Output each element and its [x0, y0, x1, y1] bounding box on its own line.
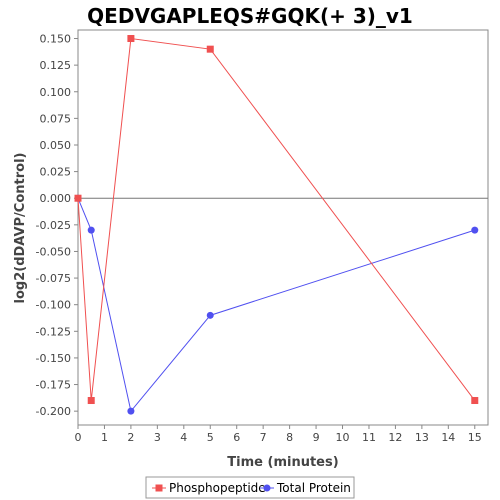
y-tick-label: -0.125 — [36, 325, 71, 338]
x-tick-label: 9 — [313, 431, 320, 444]
x-tick-label: 7 — [260, 431, 267, 444]
y-axis: 0.150 0.125 0.100 0.075 0.050 0.025 0.000 -0.02… — [36, 33, 78, 418]
series-phosphopeptide — [74, 35, 479, 405]
data-point — [471, 397, 479, 405]
legend-item: Total Protein — [260, 481, 351, 495]
data-point — [127, 407, 135, 415]
x-tick-label: 3 — [154, 431, 161, 444]
y-tick-label: -0.200 — [36, 405, 71, 418]
y-tick-label: 0.075 — [40, 112, 72, 125]
y-tick-label: -0.175 — [36, 379, 71, 392]
x-axis: 0 1 2 3 4 5 6 7 8 9 10 11 12 13 14 15 — [75, 425, 482, 444]
legend-label: Total Protein — [276, 481, 351, 495]
data-point — [206, 311, 214, 319]
x-tick-label: 13 — [415, 431, 429, 444]
x-tick-label: 11 — [362, 431, 376, 444]
data-point — [87, 397, 95, 405]
y-tick-label: 0.025 — [40, 166, 72, 179]
x-tick-label: 4 — [180, 431, 187, 444]
legend-circle-marker — [263, 484, 271, 492]
y-tick-label: 0.100 — [40, 86, 72, 99]
chart-title: QEDVGAPLEQS#GQK(+ 3)_v1 — [87, 4, 413, 28]
y-tick-label: 0.050 — [40, 139, 72, 152]
legend: Phosphopeptide Total Protein — [145, 476, 355, 499]
data-point — [471, 226, 479, 234]
x-tick-label: 15 — [468, 431, 482, 444]
x-tick-label: 2 — [127, 431, 134, 444]
y-tick-label: 0.125 — [40, 59, 72, 72]
x-tick-label: 14 — [441, 431, 455, 444]
legend-box — [145, 476, 355, 499]
data-point — [87, 226, 95, 234]
x-axis-label: Time (minutes) — [227, 455, 338, 470]
plot-area — [77, 29, 489, 426]
x-tick-label: 8 — [286, 431, 293, 444]
x-tick-label: 10 — [336, 431, 350, 444]
y-tick-label: -0.050 — [36, 245, 71, 258]
data-point — [127, 35, 135, 43]
y-tick-label: -0.150 — [36, 352, 71, 365]
data-point — [206, 45, 214, 53]
legend-item: Phosphopeptide — [152, 481, 266, 495]
y-tick-label: 0.000 — [40, 192, 72, 205]
y-tick-label: -0.100 — [36, 299, 71, 312]
y-tick-label: -0.075 — [36, 272, 71, 285]
data-point — [74, 194, 82, 202]
y-tick-label: -0.025 — [36, 219, 71, 232]
legend-label: Phosphopeptide — [169, 481, 266, 495]
y-tick-label: 0.150 — [40, 33, 72, 46]
series-layer — [74, 35, 479, 415]
x-tick-label: 0 — [75, 431, 82, 444]
x-tick-label: 12 — [388, 431, 402, 444]
x-tick-label: 5 — [207, 431, 214, 444]
x-tick-label: 6 — [233, 431, 240, 444]
legend-square-marker — [155, 484, 163, 492]
y-axis-label: log2(dDAVP/Control) — [13, 153, 28, 304]
x-tick-label: 1 — [101, 431, 108, 444]
